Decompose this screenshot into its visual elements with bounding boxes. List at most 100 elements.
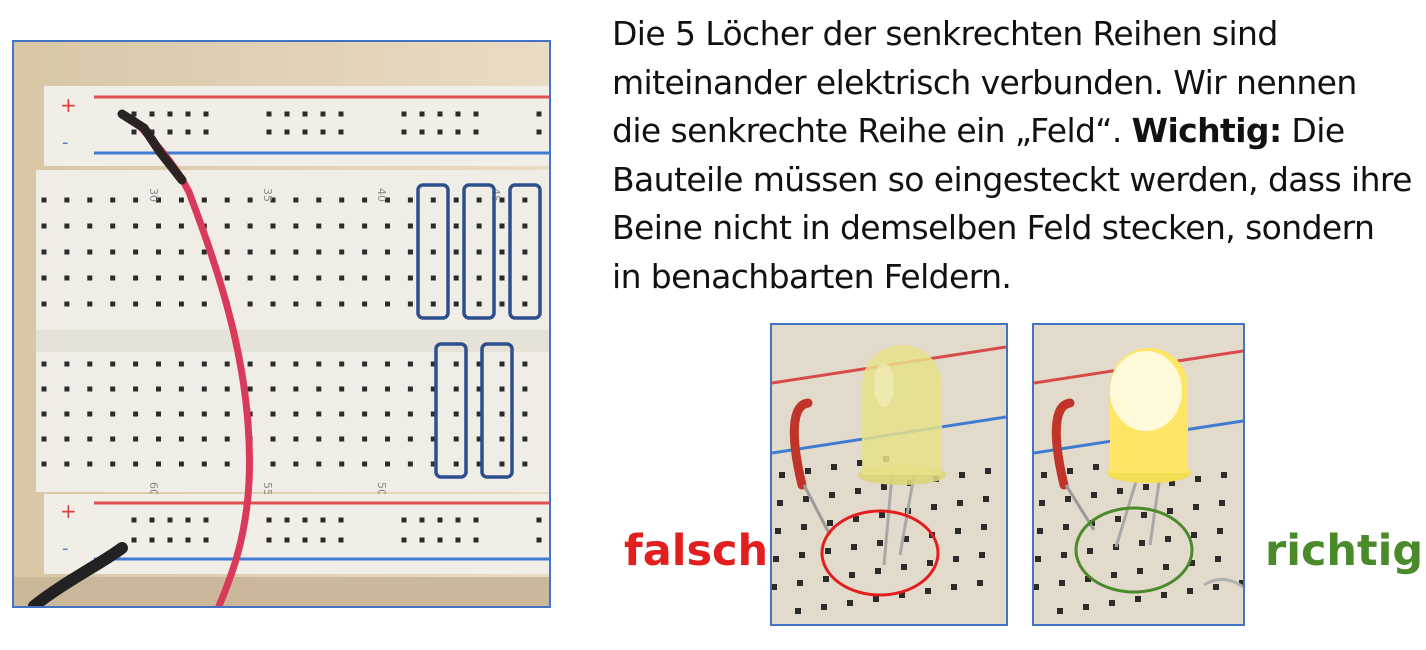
breadboard-hole	[775, 528, 781, 534]
breadboard-hole	[156, 436, 161, 442]
breadboard-hole	[476, 461, 482, 467]
breadboard-hole	[476, 361, 482, 367]
breadboard-hole	[499, 301, 505, 307]
led-right-photo	[1032, 323, 1245, 626]
wooden-table	[14, 577, 549, 606]
breadboard-hole	[270, 436, 276, 442]
breadboard-hole	[131, 517, 137, 523]
breadboard-hole	[1189, 560, 1195, 566]
breadboard-hole	[499, 436, 505, 442]
breadboard-hole	[401, 129, 407, 135]
breadboard-hole	[877, 540, 883, 546]
breadboard-hole	[362, 301, 368, 307]
breadboard-hole	[284, 129, 290, 135]
breadboard-hole	[284, 517, 290, 523]
breadboard-hole	[167, 111, 173, 117]
breadboard-hole	[401, 537, 407, 543]
breadboard-hole	[266, 517, 272, 523]
breadboard-hole	[437, 537, 443, 543]
breadboard-hole	[499, 249, 505, 255]
breadboard-hole	[320, 537, 326, 543]
breadboard-hole	[293, 301, 299, 307]
breadboard-hole	[430, 361, 436, 367]
breadboard-hole	[1035, 556, 1041, 562]
breadboard-hole	[979, 552, 985, 558]
breadboard-hole	[1143, 484, 1149, 490]
breadboard-hole	[133, 436, 139, 442]
breadboard-hole	[178, 461, 184, 467]
breadboard-hole	[362, 249, 368, 255]
breadboard-hole	[1213, 584, 1219, 590]
breadboard-hole	[64, 197, 70, 203]
breadboard-photo: + - 30 35 40 45 60 55 50 + -	[12, 40, 551, 608]
breadboard-hole	[851, 544, 857, 550]
breadboard-hole	[178, 275, 184, 281]
led-leg-left	[882, 474, 894, 566]
breadboard-hole	[316, 361, 322, 367]
bottom-plus-sign: +	[60, 499, 77, 523]
breadboard-hole	[64, 301, 70, 307]
breadboard-hole	[407, 223, 413, 229]
breadboard-hole	[64, 461, 70, 467]
breadboard-hole	[178, 223, 184, 229]
breadboard-hole	[156, 411, 161, 417]
breadboard-hole	[419, 111, 425, 117]
breadboard-hole	[1163, 564, 1169, 570]
breadboard-hole	[953, 556, 959, 562]
breadboard-hole	[401, 111, 407, 117]
breadboard-hole	[407, 197, 413, 203]
breadboard-hole	[64, 411, 70, 417]
breadboard-hole	[473, 517, 479, 523]
breadboard-hole	[499, 223, 505, 229]
breadboard-hole	[1219, 500, 1225, 506]
breadboard-hole	[110, 223, 116, 229]
breadboard-hole	[316, 411, 322, 417]
center-channel	[36, 330, 549, 352]
breadboard-hole	[156, 197, 161, 203]
breadboard-hole	[829, 492, 835, 498]
breadboard-hole	[407, 275, 413, 281]
breadboard-hole	[385, 461, 390, 467]
breadboard-hole	[320, 129, 326, 135]
breadboard-hole	[407, 301, 413, 307]
breadboard-hole	[1139, 540, 1145, 546]
breadboard-hole	[224, 461, 230, 467]
breadboard-hole	[455, 517, 461, 523]
label-right: richtig	[1265, 526, 1424, 576]
breadboard-hole	[201, 411, 207, 417]
breadboard-hole	[1187, 588, 1193, 594]
breadboard-hole	[41, 386, 47, 392]
field-highlight-box	[480, 342, 514, 479]
breadboard-hole	[87, 411, 93, 417]
breadboard-hole	[338, 517, 344, 523]
breadboard-hole	[110, 197, 116, 203]
breadboard-hole	[476, 223, 482, 229]
breadboard-hole	[407, 361, 413, 367]
breadboard-hole	[1059, 580, 1065, 586]
breadboard-hole	[981, 524, 987, 530]
breadboard-hole	[536, 537, 542, 543]
breadboard-hole	[831, 464, 837, 470]
breadboard-hole	[87, 223, 93, 229]
breadboard-hole	[951, 584, 957, 590]
breadboard-hole	[855, 488, 861, 494]
breadboard-hole	[133, 386, 139, 392]
breadboard-hole	[178, 436, 184, 442]
breadboard-hole	[316, 301, 322, 307]
breadboard-hole	[64, 386, 70, 392]
breadboard-hole	[270, 411, 276, 417]
breadboard-hole	[247, 301, 253, 307]
breadboard-hole	[87, 436, 93, 442]
breadboard-hole	[430, 411, 436, 417]
field-highlight-box	[416, 183, 450, 320]
breadboard-hole	[1065, 496, 1071, 502]
breadboard-hole	[777, 500, 783, 506]
breadboard-hole	[419, 537, 425, 543]
breadboard-hole	[773, 556, 779, 562]
breadboard-hole	[293, 361, 299, 367]
breadboard-hole	[270, 197, 276, 203]
breadboard-hole	[927, 560, 933, 566]
breadboard-hole	[131, 129, 137, 135]
led-body-off	[862, 345, 942, 475]
breadboard-hole	[201, 361, 207, 367]
